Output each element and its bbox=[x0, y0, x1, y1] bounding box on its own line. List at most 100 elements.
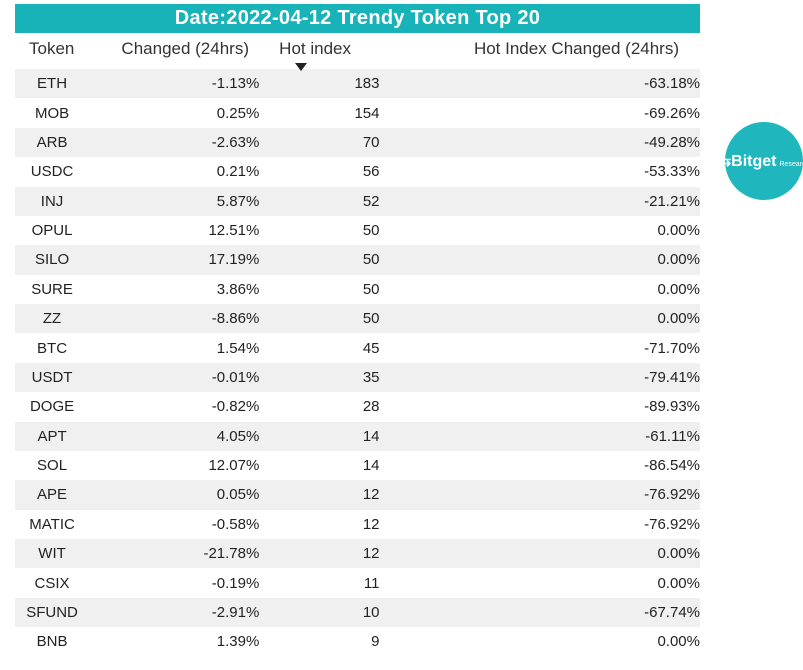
cell-hot-index: 14 bbox=[259, 422, 379, 451]
cell-token: BNB bbox=[15, 627, 89, 656]
brand-sub: Research bbox=[779, 161, 803, 171]
page-title-bar: Date:2022-04-12 Trendy Token Top 20 bbox=[15, 4, 700, 33]
cell-hot-changed: -63.18% bbox=[380, 69, 701, 98]
cell-token: WIT bbox=[15, 539, 89, 568]
cell-hot-index: 9 bbox=[259, 627, 379, 656]
cell-changed: 4.05% bbox=[89, 422, 259, 451]
cell-hot-index: 50 bbox=[259, 304, 379, 333]
table-row: APT4.05%14-61.11% bbox=[15, 422, 700, 451]
table-row: CSIX-0.19%110.00% bbox=[15, 568, 700, 597]
cell-changed: -0.19% bbox=[89, 568, 259, 597]
cell-token: ARB bbox=[15, 128, 89, 157]
cell-changed: -0.01% bbox=[89, 363, 259, 392]
brand-badge: ⇆ Bitget Research bbox=[725, 122, 803, 200]
cell-hot-changed: -49.28% bbox=[380, 128, 701, 157]
cell-hot-index: 50 bbox=[259, 216, 379, 245]
cell-token: CSIX bbox=[15, 568, 89, 597]
table-row: ARB-2.63%70-49.28% bbox=[15, 128, 700, 157]
cell-changed: -8.86% bbox=[89, 304, 259, 333]
cell-hot-changed: 0.00% bbox=[380, 275, 701, 304]
cell-hot-changed: 0.00% bbox=[380, 245, 701, 274]
column-header-changed[interactable]: Changed (24hrs) bbox=[89, 39, 259, 59]
cell-token: ZZ bbox=[15, 304, 89, 333]
token-table: ETH-1.13%183-63.18%MOB0.25%154-69.26%ARB… bbox=[15, 69, 700, 657]
cell-token: BTC bbox=[15, 333, 89, 362]
cell-hot-changed: -61.11% bbox=[380, 422, 701, 451]
cell-hot-changed: -76.92% bbox=[380, 480, 701, 509]
cell-changed: 1.39% bbox=[89, 627, 259, 656]
column-header-token[interactable]: Token bbox=[15, 39, 89, 59]
cell-changed: 0.21% bbox=[89, 157, 259, 186]
cell-token: USDC bbox=[15, 157, 89, 186]
cell-hot-changed: 0.00% bbox=[380, 627, 701, 656]
cell-changed: -21.78% bbox=[89, 539, 259, 568]
table-row: ETH-1.13%183-63.18% bbox=[15, 69, 700, 98]
table-row: INJ5.87%52-21.21% bbox=[15, 187, 700, 216]
cell-changed: 0.05% bbox=[89, 480, 259, 509]
table-row: SOL12.07%14-86.54% bbox=[15, 451, 700, 480]
cell-changed: 3.86% bbox=[89, 275, 259, 304]
cell-token: APT bbox=[15, 422, 89, 451]
column-header-hot-index-label: Hot index bbox=[279, 39, 351, 58]
table-row: OPUL12.51%500.00% bbox=[15, 216, 700, 245]
cell-changed: 1.54% bbox=[89, 333, 259, 362]
column-header-hot-changed[interactable]: Hot Index Changed (24hrs) bbox=[379, 39, 699, 59]
table-row: MATIC-0.58%12-76.92% bbox=[15, 510, 700, 539]
table-row: USDT-0.01%35-79.41% bbox=[15, 363, 700, 392]
cell-token: OPUL bbox=[15, 216, 89, 245]
cell-token: INJ bbox=[15, 187, 89, 216]
cell-hot-index: 10 bbox=[259, 598, 379, 627]
table-row: USDC0.21%56-53.33% bbox=[15, 157, 700, 186]
table-row: WIT-21.78%120.00% bbox=[15, 539, 700, 568]
cell-hot-index: 12 bbox=[259, 539, 379, 568]
cell-token: ETH bbox=[15, 69, 89, 98]
brand-name: Bitget bbox=[731, 153, 776, 171]
sort-desc-icon bbox=[295, 63, 307, 71]
cell-hot-changed: -79.41% bbox=[380, 363, 701, 392]
table-row: SURE3.86%500.00% bbox=[15, 275, 700, 304]
cell-changed: 5.87% bbox=[89, 187, 259, 216]
table-row: DOGE-0.82%28-89.93% bbox=[15, 392, 700, 421]
cell-token: MATIC bbox=[15, 510, 89, 539]
cell-hot-index: 52 bbox=[259, 187, 379, 216]
cell-changed: 12.07% bbox=[89, 451, 259, 480]
cell-hot-changed: -53.33% bbox=[380, 157, 701, 186]
column-header-hot-index[interactable]: Hot index bbox=[259, 39, 379, 59]
cell-token: SILO bbox=[15, 245, 89, 274]
table-row: SFUND-2.91%10-67.74% bbox=[15, 598, 700, 627]
cell-hot-index: 35 bbox=[259, 363, 379, 392]
cell-hot-index: 12 bbox=[259, 510, 379, 539]
cell-changed: -0.82% bbox=[89, 392, 259, 421]
table-row: APE0.05%12-76.92% bbox=[15, 480, 700, 509]
table-row: ZZ-8.86%500.00% bbox=[15, 304, 700, 333]
cell-changed: -2.91% bbox=[89, 598, 259, 627]
cell-changed: -0.58% bbox=[89, 510, 259, 539]
cell-token: SURE bbox=[15, 275, 89, 304]
cell-hot-index: 56 bbox=[259, 157, 379, 186]
cell-hot-index: 11 bbox=[259, 568, 379, 597]
cell-hot-changed: -21.21% bbox=[380, 187, 701, 216]
page-title: Date:2022-04-12 Trendy Token Top 20 bbox=[175, 7, 540, 29]
cell-hot-changed: 0.00% bbox=[380, 568, 701, 597]
cell-hot-index: 28 bbox=[259, 392, 379, 421]
cell-changed: 0.25% bbox=[89, 98, 259, 127]
cell-hot-index: 45 bbox=[259, 333, 379, 362]
cell-token: SFUND bbox=[15, 598, 89, 627]
cell-token: APE bbox=[15, 480, 89, 509]
cell-hot-index: 14 bbox=[259, 451, 379, 480]
cell-token: SOL bbox=[15, 451, 89, 480]
table-row: BTC1.54%45-71.70% bbox=[15, 333, 700, 362]
table-row: BNB1.39%90.00% bbox=[15, 627, 700, 656]
table-row: SILO17.19%500.00% bbox=[15, 245, 700, 274]
cell-token: MOB bbox=[15, 98, 89, 127]
cell-hot-index: 50 bbox=[259, 275, 379, 304]
cell-hot-index: 70 bbox=[259, 128, 379, 157]
swap-icon: ⇆ bbox=[719, 152, 729, 170]
cell-hot-index: 50 bbox=[259, 245, 379, 274]
table-header-row: Token Changed (24hrs) Hot index Hot Inde… bbox=[15, 33, 700, 61]
cell-hot-changed: 0.00% bbox=[380, 304, 701, 333]
cell-hot-changed: -67.74% bbox=[380, 598, 701, 627]
cell-hot-changed: -71.70% bbox=[380, 333, 701, 362]
cell-token: DOGE bbox=[15, 392, 89, 421]
cell-hot-changed: 0.00% bbox=[380, 539, 701, 568]
